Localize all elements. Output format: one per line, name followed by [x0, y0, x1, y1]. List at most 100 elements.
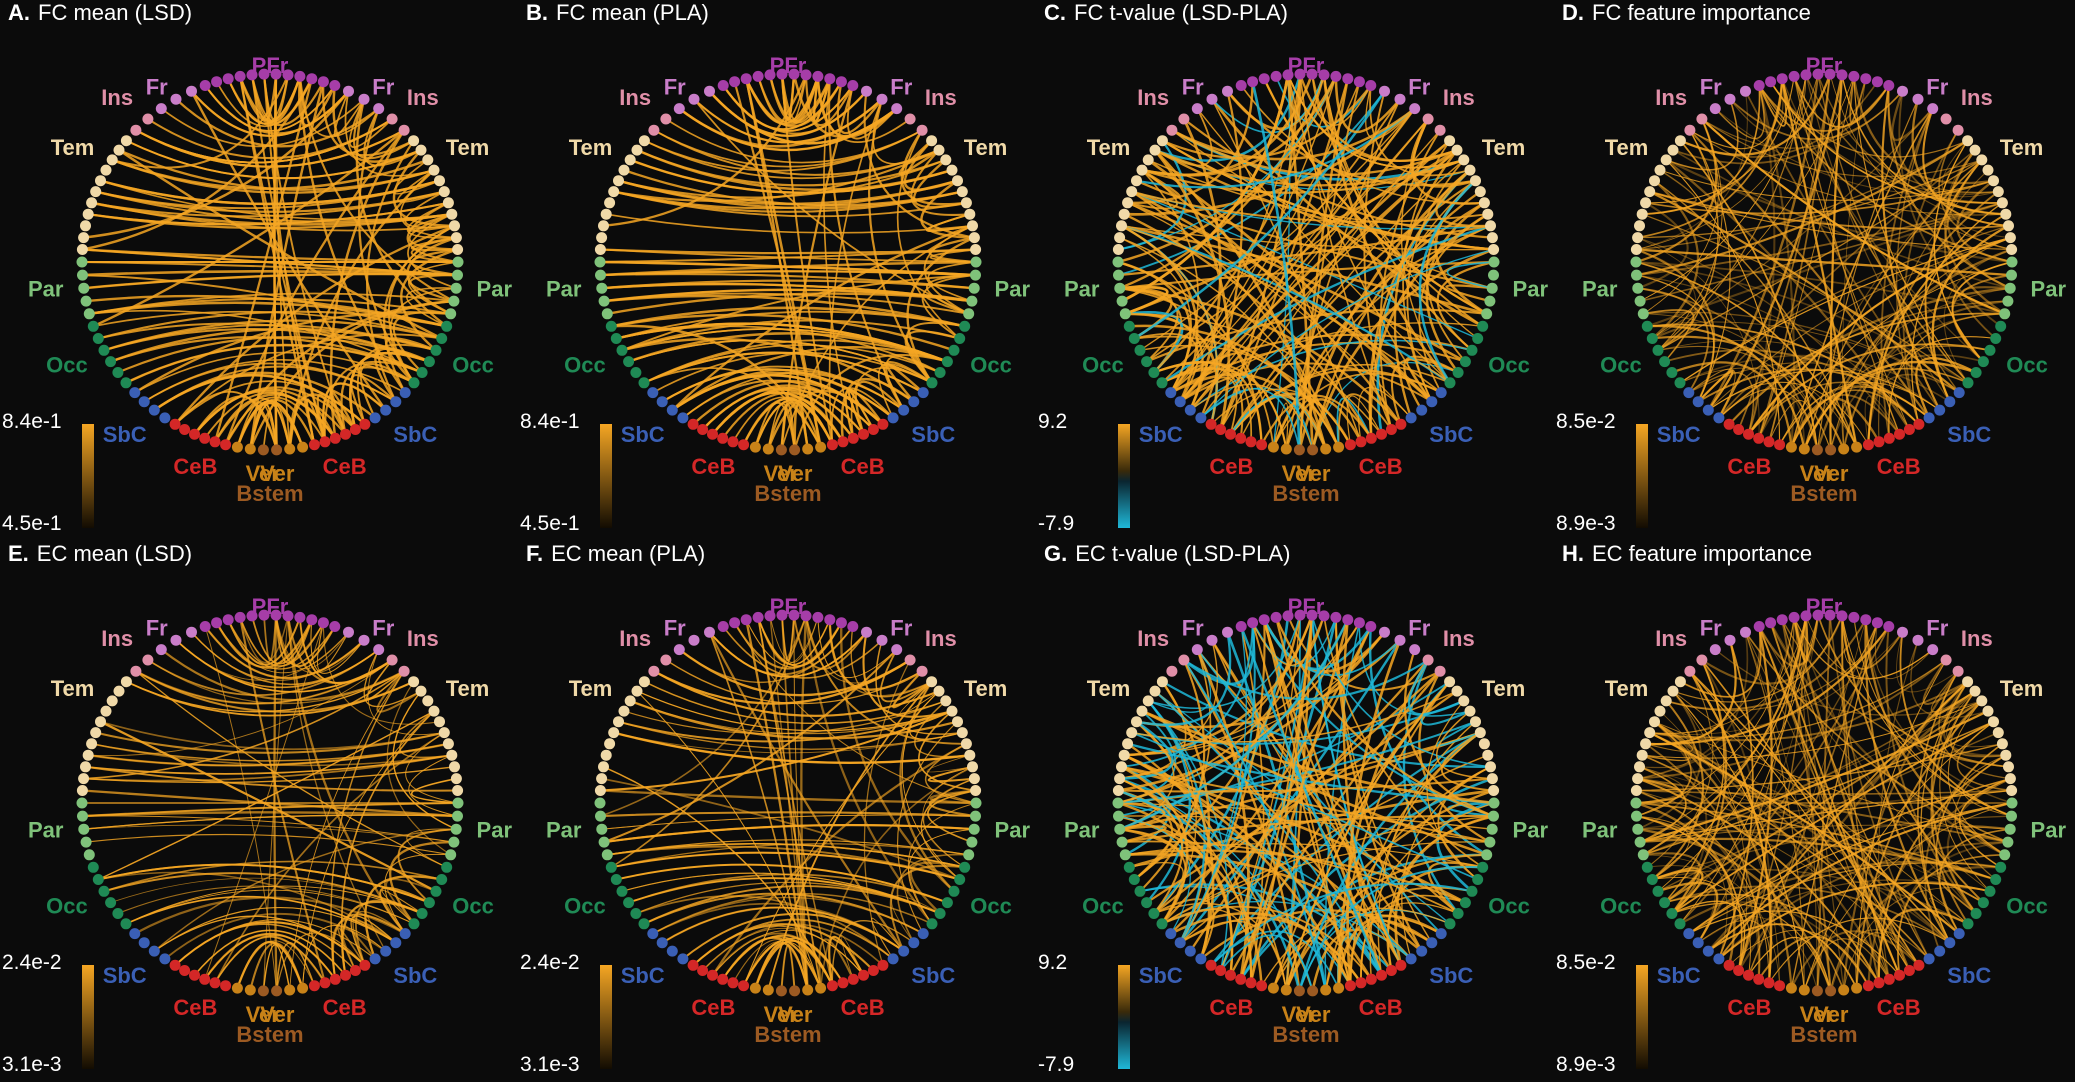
- region-label: CeB: [1209, 995, 1253, 1020]
- connection-edge: [385, 878, 437, 925]
- connection-edge: [406, 201, 459, 264]
- connection-edge: [1226, 90, 1476, 187]
- connection-edge: [1737, 615, 1807, 971]
- region-label: Fr: [372, 75, 394, 100]
- connection-edge: [1125, 313, 1383, 435]
- connection-edge: [239, 617, 325, 667]
- connection-edge: [1867, 373, 1960, 445]
- region-node: [1674, 135, 1686, 147]
- connection-edge: [214, 731, 445, 984]
- connection-edge: [406, 828, 457, 868]
- region-node: [1134, 885, 1146, 897]
- connection-edge: [1639, 721, 1692, 769]
- region-node: [95, 175, 106, 187]
- connection-edge: [275, 615, 349, 670]
- region-node: [1178, 654, 1190, 666]
- region-node: [800, 69, 812, 81]
- connection-edge: [914, 700, 970, 758]
- region-node: [130, 665, 142, 677]
- region-node: [1692, 396, 1704, 408]
- connection-edge: [769, 74, 831, 124]
- region-label: Occ: [1082, 894, 1124, 919]
- connection-edge: [298, 76, 336, 127]
- connection-edge: [1637, 777, 1880, 984]
- region-node: [2004, 232, 2016, 244]
- connection-edge: [1817, 614, 2009, 768]
- region-label: Ver: [778, 1002, 813, 1027]
- region-node: [727, 977, 739, 989]
- region-node: [618, 164, 630, 176]
- connection-edge: [147, 118, 393, 159]
- connection-edge: [1688, 862, 2001, 935]
- region-node: [861, 85, 872, 97]
- connection-edge: [1934, 680, 1976, 716]
- region-node: [1977, 897, 1989, 909]
- region-label: Tem: [569, 676, 613, 701]
- region-node: [1763, 436, 1775, 448]
- region-node: [1478, 197, 1490, 209]
- region-node: [343, 626, 354, 638]
- region-node: [1838, 984, 1850, 996]
- region-node: [398, 124, 410, 136]
- connection-edge: [1642, 700, 1982, 759]
- region-node: [1631, 810, 1642, 822]
- region-node: [1459, 356, 1471, 368]
- region-node: [1636, 749, 1648, 761]
- region-node: [967, 761, 978, 773]
- region-node: [1122, 738, 1134, 750]
- connection-edge: [1637, 236, 1901, 435]
- region-node: [80, 761, 91, 773]
- connection-edge: [1891, 90, 1934, 142]
- region-node: [968, 823, 980, 835]
- connection-edge: [1665, 98, 1739, 171]
- region-node: [887, 953, 899, 965]
- region-node: [916, 124, 928, 136]
- region-label: Tem: [1605, 676, 1649, 701]
- connection-edge: [203, 391, 337, 439]
- region-node: [2006, 256, 2018, 268]
- connection-edge: [847, 389, 875, 435]
- connection-edge: [125, 889, 415, 925]
- region-node: [1733, 424, 1745, 435]
- region-node: [92, 874, 104, 885]
- region-node: [1112, 256, 1124, 268]
- region-node: [1632, 282, 1644, 294]
- region-node: [436, 874, 448, 885]
- connection-edge: [850, 367, 933, 439]
- region-label: Par: [477, 818, 513, 843]
- region-node: [120, 377, 132, 389]
- region-node: [380, 945, 392, 957]
- region-node: [1652, 885, 1664, 897]
- region-node: [963, 849, 975, 861]
- region-node: [76, 785, 88, 796]
- region-node: [613, 716, 624, 728]
- region-node: [270, 68, 282, 80]
- region-node: [1903, 424, 1915, 435]
- region-node: [90, 186, 102, 198]
- connection-edge: [1637, 159, 1983, 239]
- connection-edge: [1758, 626, 1901, 976]
- connection-edge: [722, 626, 883, 679]
- region-node: [1934, 404, 1946, 416]
- region-node: [257, 444, 269, 456]
- region-node: [211, 76, 223, 88]
- connection-edge: [900, 129, 967, 206]
- connection-edge: [1346, 395, 1383, 445]
- region-node: [340, 969, 351, 981]
- region-label: Occ: [1488, 894, 1530, 919]
- region-node: [1215, 424, 1227, 435]
- region-node: [970, 256, 982, 268]
- connection-edge: [1119, 825, 1167, 844]
- region-node: [100, 164, 112, 176]
- connection-edge: [1635, 261, 2005, 315]
- region-label: Par: [1513, 818, 1549, 843]
- region-label: Ins: [1961, 626, 1993, 651]
- connection-edge: [1805, 74, 2003, 204]
- region-node: [1114, 232, 1126, 244]
- region-node: [1652, 344, 1664, 356]
- connection-edge: [1171, 107, 1416, 161]
- connection-edge: [757, 617, 831, 665]
- connection-edge: [1154, 108, 1213, 167]
- connection-edge: [1817, 73, 1999, 194]
